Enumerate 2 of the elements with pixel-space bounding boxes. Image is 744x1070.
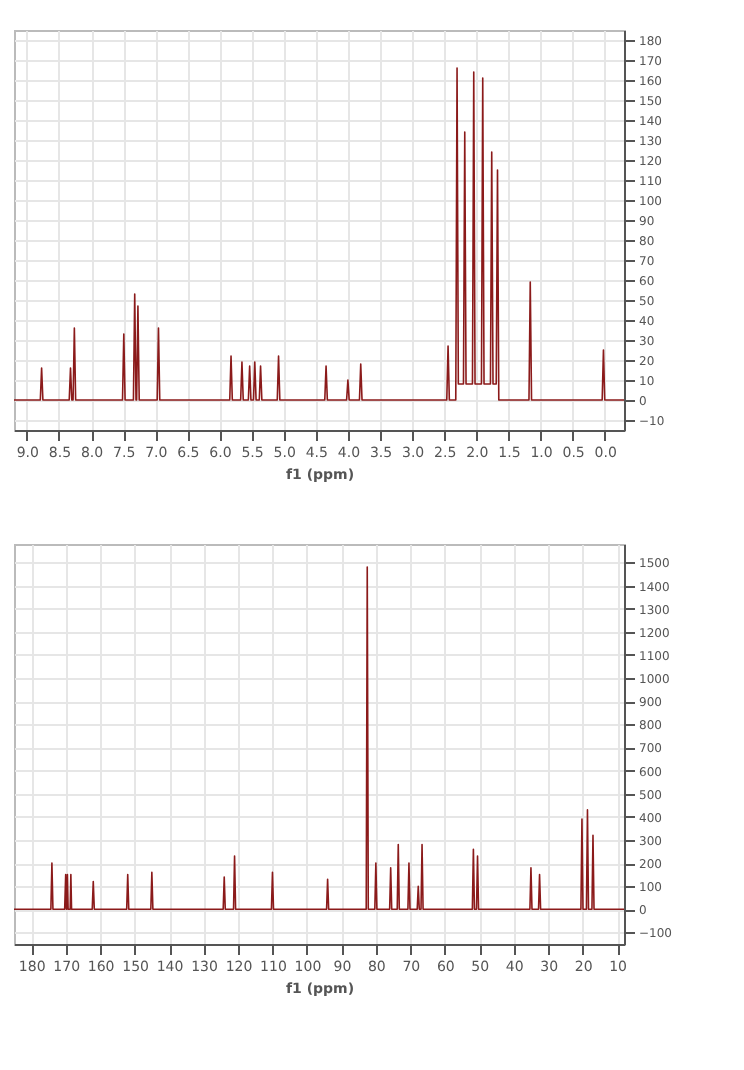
line-series: [14, 566, 624, 911]
line-series: [14, 67, 624, 401]
